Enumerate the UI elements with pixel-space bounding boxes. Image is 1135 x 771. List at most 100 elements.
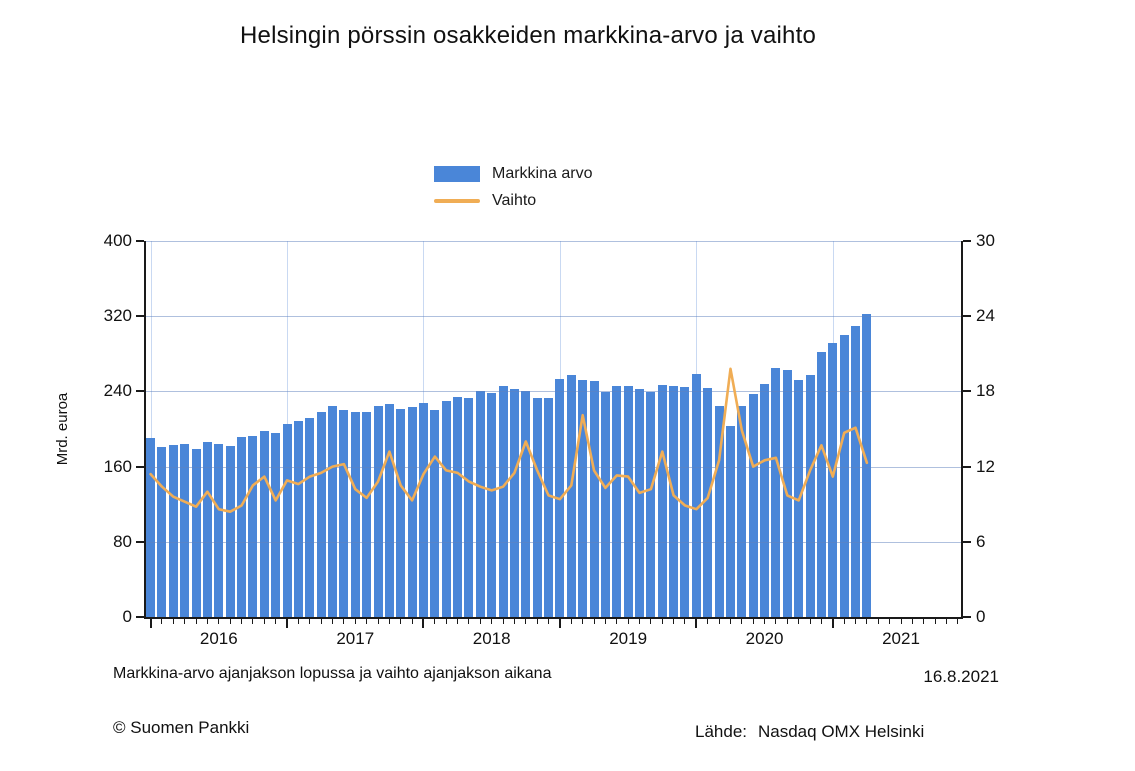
legend-item-turnover: Vaihto <box>434 191 592 211</box>
market-value-bar <box>384 403 394 617</box>
left-axis-tick <box>136 540 144 543</box>
x-axis-month-tick <box>513 619 515 624</box>
x-axis-month-tick <box>343 619 345 624</box>
market-value-bar <box>430 410 440 617</box>
market-value-bar <box>725 426 735 617</box>
x-axis-month-tick <box>195 619 197 624</box>
x-axis-month-tick <box>491 619 493 624</box>
x-axis-month-tick <box>468 619 470 624</box>
left-axis-tick <box>136 465 144 468</box>
market-value-bar <box>737 406 747 617</box>
market-value-bar <box>771 367 781 617</box>
x-axis-month-tick <box>741 619 743 624</box>
x-axis-year-tick <box>149 619 152 628</box>
x-axis-month-tick <box>263 619 265 624</box>
x-axis-year-label: 2017 <box>336 629 375 648</box>
market-value-bar <box>441 400 451 617</box>
market-value-bar <box>828 343 838 617</box>
x-axis-month-tick <box>923 619 925 624</box>
x-axis-month-tick <box>570 619 572 624</box>
legend-item-market-value: Markkina arvo <box>434 164 592 184</box>
market-value-bar <box>328 406 338 617</box>
source-name: Nasdaq OMX Helsinki <box>758 722 925 741</box>
market-value-bar <box>521 391 531 617</box>
x-axis-month-tick <box>593 619 595 624</box>
x-axis-month-tick <box>411 619 413 624</box>
market-value-bar <box>816 351 826 617</box>
market-value-bar <box>475 391 485 617</box>
market-value-bar <box>544 397 554 617</box>
x-axis-month-tick <box>229 619 231 624</box>
x-axis-month-tick <box>866 619 868 624</box>
x-axis-month-tick <box>718 619 720 624</box>
market-value-bar <box>316 412 326 617</box>
market-value-bar <box>271 432 281 617</box>
x-axis-month-tick <box>525 619 527 624</box>
x-axis-month-tick <box>434 619 436 624</box>
market-value-bar <box>487 393 497 617</box>
left-axis-tick-label: 320 <box>103 306 132 326</box>
market-value-bar <box>407 407 417 617</box>
left-axis-tick <box>136 315 144 318</box>
market-value-bar <box>691 374 701 617</box>
x-axis-month-tick <box>275 619 277 624</box>
x-axis-year-label: 2020 <box>745 629 784 648</box>
market-value-bar <box>862 314 872 617</box>
x-axis-year-label: 2019 <box>609 629 648 648</box>
x-axis-month-tick <box>900 619 902 624</box>
market-value-bar <box>214 444 224 617</box>
market-value-bar <box>146 438 156 617</box>
x-axis-month-tick <box>445 619 447 624</box>
x-axis-month-tick <box>309 619 311 624</box>
x-axis-year-tick <box>286 619 289 628</box>
x-axis-month-tick <box>161 619 163 624</box>
market-value-bar <box>646 392 656 617</box>
x-axis-month-tick <box>627 619 629 624</box>
right-axis-tick <box>963 390 971 393</box>
x-axis-month-tick <box>457 619 459 624</box>
x-axis-month-tick <box>241 619 243 624</box>
value-gridline <box>146 316 962 318</box>
right-axis-line <box>961 241 963 619</box>
market-value-bar <box>237 436 247 617</box>
right-axis-tick-label: 18 <box>976 381 995 401</box>
market-value-bar <box>680 386 690 617</box>
x-axis-month-tick <box>877 619 879 624</box>
source-label: Lähde: <box>695 722 747 741</box>
right-axis-tick-label: 30 <box>976 231 995 250</box>
x-axis-year-tick <box>558 619 561 628</box>
market-value-bar <box>305 417 315 617</box>
right-axis-tick-label: 24 <box>976 306 995 326</box>
market-value-bar <box>657 384 667 617</box>
legend-label-turnover: Vaihto <box>492 192 537 209</box>
x-axis-year-label: 2016 <box>199 629 238 648</box>
left-axis-line <box>144 241 146 619</box>
x-axis-month-tick <box>946 619 947 624</box>
market-value-bar <box>805 375 815 617</box>
year-gridline <box>150 241 152 617</box>
x-axis-month-tick <box>400 619 402 624</box>
x-axis-month-tick <box>911 619 913 624</box>
x-axis-year-label: 2018 <box>472 629 511 648</box>
x-axis-month-tick <box>332 619 334 624</box>
left-axis-tick-label: 400 <box>103 231 132 250</box>
market-value-bar <box>350 412 360 617</box>
x-axis-month-tick <box>764 619 766 624</box>
right-axis-tick <box>963 540 971 543</box>
market-value-bar <box>191 448 201 617</box>
value-gridline <box>146 241 962 242</box>
market-value-bar <box>600 392 610 617</box>
market-value-bar <box>282 424 292 617</box>
bottom-axis-line <box>144 617 963 619</box>
market-value-bar <box>168 444 178 617</box>
market-value-bar <box>202 442 212 617</box>
x-axis-month-tick <box>604 619 606 624</box>
x-axis-month-tick <box>548 619 550 624</box>
x-axis-month-tick <box>843 619 845 624</box>
market-value-bar <box>532 397 542 617</box>
x-axis-month-tick <box>957 619 959 624</box>
left-axis-tick-label: 80 <box>113 531 132 551</box>
x-axis-month-tick <box>320 619 322 624</box>
market-value-bar <box>760 383 770 617</box>
